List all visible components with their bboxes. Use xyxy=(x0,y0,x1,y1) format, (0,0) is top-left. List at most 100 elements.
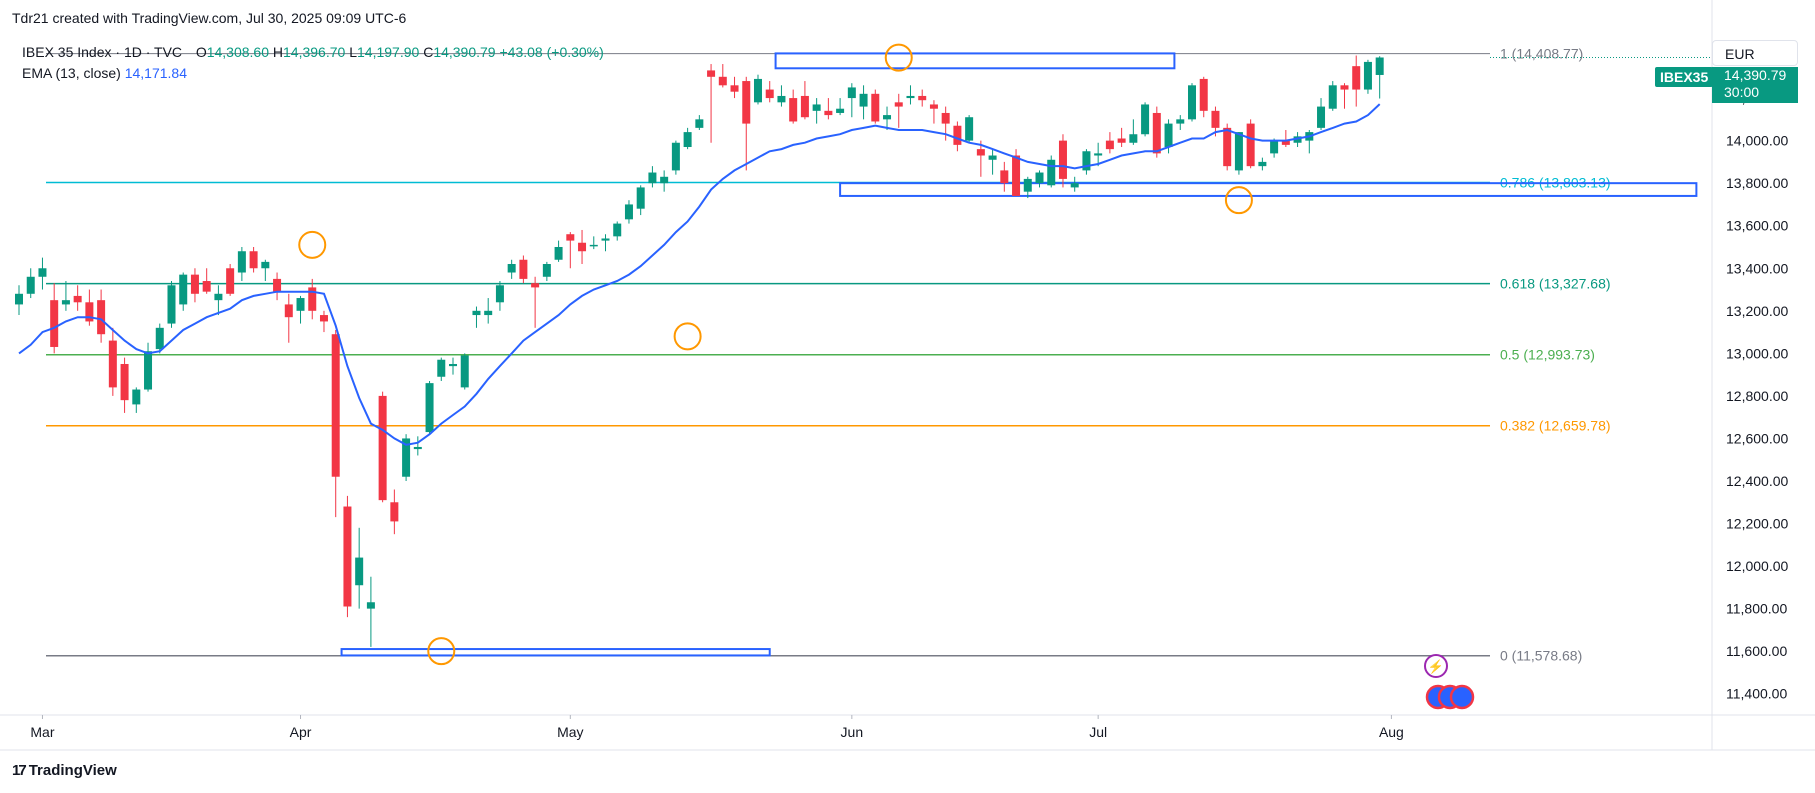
candle xyxy=(1070,176,1079,192)
candle xyxy=(601,234,610,252)
candle xyxy=(566,232,575,269)
candle-body xyxy=(355,557,364,586)
candle xyxy=(1082,149,1091,175)
y-tick-label: 13,600.00 xyxy=(1726,218,1788,234)
candle-body xyxy=(918,95,927,101)
y-tick-label: 11,800.00 xyxy=(1726,601,1787,617)
ema-legend[interactable]: EMA (13, close) 14,171.84 xyxy=(22,65,187,81)
candle xyxy=(1188,83,1196,122)
candle xyxy=(413,436,422,456)
ema-value: 14,171.84 xyxy=(124,65,188,81)
currency-button[interactable]: EUR xyxy=(1712,40,1798,66)
candle-body xyxy=(671,142,680,171)
candle xyxy=(1328,81,1337,111)
candle xyxy=(437,357,446,382)
open-value: 14,308.60 xyxy=(206,44,269,60)
candle-body xyxy=(613,223,622,237)
candle-body xyxy=(202,281,211,292)
candle xyxy=(366,576,375,647)
candle-body xyxy=(742,81,751,124)
candle-body xyxy=(249,251,258,269)
chart-grid xyxy=(0,0,1815,751)
candle xyxy=(1023,176,1032,199)
candle-body xyxy=(390,502,399,522)
y-tick-label: 11,600.00 xyxy=(1726,643,1787,659)
candle xyxy=(261,259,270,282)
tradingview-logo[interactable]: 17 TradingView xyxy=(12,762,117,779)
candle xyxy=(355,527,364,609)
candle-body xyxy=(894,102,903,107)
candle-body xyxy=(61,300,70,305)
candle-body xyxy=(50,300,59,347)
ohlc-legend: IBEX 35 Index · 1D · TVC O14,308.60 H14,… xyxy=(22,44,604,60)
candle xyxy=(1058,134,1067,188)
fib-levels: 1 (14,408.77)0.786 (13,803.13)0.618 (13,… xyxy=(46,46,1712,664)
candle xyxy=(1035,170,1044,188)
candle xyxy=(1047,155,1056,188)
candle xyxy=(800,81,809,120)
candle-body xyxy=(1176,119,1185,124)
candle xyxy=(871,89,880,124)
turning-point-circle xyxy=(298,230,327,259)
candle xyxy=(1352,55,1361,107)
candle-body xyxy=(1188,85,1196,120)
candle-body xyxy=(507,264,516,273)
candle-body xyxy=(1223,127,1232,167)
candle xyxy=(167,281,176,328)
brand-name: TradingView xyxy=(28,762,117,779)
candle xyxy=(1105,132,1114,154)
candle xyxy=(859,85,868,120)
candle-body xyxy=(273,278,282,292)
event-icons: ⚡ xyxy=(1424,654,1475,710)
candle-body xyxy=(484,310,493,316)
candle-body xyxy=(449,363,458,367)
candle-body xyxy=(601,238,610,241)
fib-level-label: 0.618 (13,327.68) xyxy=(1500,276,1611,292)
attribution: Tdr21 created with TradingView.com, Jul … xyxy=(12,10,407,26)
candle xyxy=(765,81,774,103)
candle-body xyxy=(589,244,598,247)
candle xyxy=(1094,142,1103,167)
candle-body xyxy=(847,87,856,99)
candle xyxy=(707,64,716,143)
candle xyxy=(976,140,985,177)
candle xyxy=(97,289,106,343)
economic-event-icon xyxy=(1449,684,1475,710)
candle xyxy=(589,236,598,250)
candle-body xyxy=(1070,183,1079,188)
candle-body xyxy=(237,251,246,273)
close-label: C xyxy=(423,44,434,60)
candle xyxy=(73,285,82,311)
y-tick-label: 13,000.00 xyxy=(1726,345,1788,361)
candle-body xyxy=(413,446,422,450)
candle-body xyxy=(425,383,434,433)
candle xyxy=(695,115,704,130)
candle-body xyxy=(1293,136,1302,143)
candle xyxy=(472,306,481,328)
candle xyxy=(237,246,246,282)
y-tick-label: 14,000.00 xyxy=(1726,133,1788,149)
candle xyxy=(1152,106,1161,158)
candle xyxy=(1293,132,1302,148)
candle-body xyxy=(472,310,481,316)
candle-body xyxy=(800,95,809,118)
candle-body xyxy=(624,204,633,220)
y-tick-label: 13,200.00 xyxy=(1726,303,1788,319)
fib-level-label: 0.5 (12,993.73) xyxy=(1500,347,1595,363)
candle xyxy=(202,268,211,294)
candle xyxy=(390,489,399,535)
candle xyxy=(179,272,188,311)
candle-body xyxy=(144,351,153,390)
candle xyxy=(1199,76,1208,118)
symbol-tag: IBEX35 xyxy=(1655,67,1714,87)
low-value: 14,197.90 xyxy=(357,44,420,60)
candle xyxy=(1246,119,1255,169)
symbol-line[interactable]: IBEX 35 Index · 1D · TVC xyxy=(22,44,183,60)
candle-body xyxy=(730,85,739,92)
candle-body xyxy=(1047,159,1056,186)
candle-body xyxy=(519,259,528,279)
candle-body xyxy=(812,104,821,111)
candle-body xyxy=(1141,104,1150,135)
candle-body xyxy=(120,363,129,401)
